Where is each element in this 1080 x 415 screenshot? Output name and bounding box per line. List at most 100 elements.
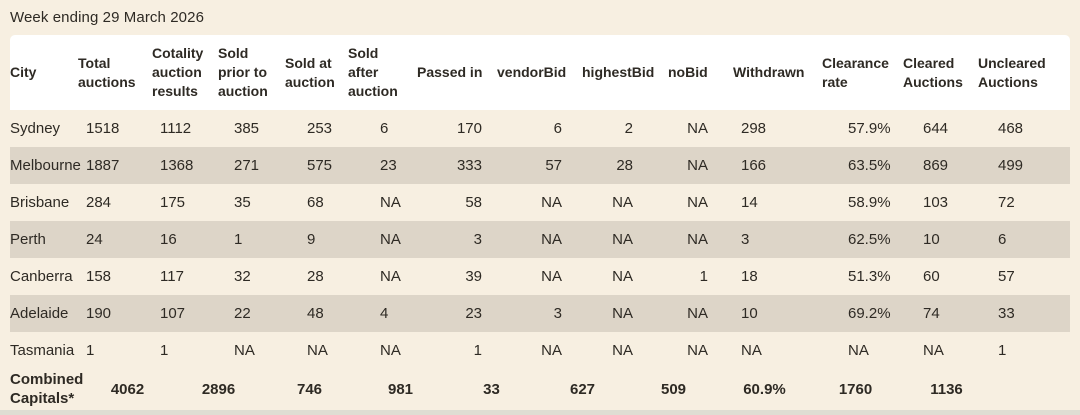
cell-uncleared-auctions: 33 xyxy=(998,305,1015,322)
cell-cotality-auction-results: 1368 xyxy=(160,157,194,174)
cell-cotality-auction-results: 117 xyxy=(160,268,184,285)
cell-withdrawn: 3 xyxy=(741,231,750,248)
cell-uncleared-auctions: 499 xyxy=(998,157,1024,174)
cell-uncleared-auctions: 6 xyxy=(998,231,1007,248)
cell-sold-prior-to-auction: 32 xyxy=(234,268,251,285)
cell-sold-prior-to-auction: NA xyxy=(234,342,255,359)
cell-vendor-bid: NA xyxy=(541,342,562,359)
auction-results-table: City Total auctions Cotality auction res… xyxy=(10,35,1070,409)
cell-passed-in: 39 xyxy=(465,268,482,285)
cell-city: Canberra xyxy=(10,268,73,285)
cell-clearance-rate: 58.9% xyxy=(848,194,891,211)
cell-total-auctions: 1 xyxy=(86,342,95,359)
cell-highest-bid: 28 xyxy=(616,157,633,174)
cell-no-bid: NA xyxy=(687,305,708,322)
cell-sold-prior-to-auction: 271 xyxy=(234,157,260,174)
cell-city: Brisbane xyxy=(10,194,70,211)
summary-cleared-auctions: 1760 xyxy=(838,380,873,398)
cell-highest-bid: NA xyxy=(612,231,633,248)
cell-clearance-rate: 57.9% xyxy=(848,120,891,137)
cell-highest-bid: NA xyxy=(612,342,633,359)
bottom-divider xyxy=(0,410,1080,415)
summary-row-combined-capitals: Combined Capitals* 4062 2896 746 981 33 … xyxy=(10,369,1070,409)
cell-clearance-rate: 62.5% xyxy=(848,231,891,248)
cell-highest-bid: 2 xyxy=(624,120,633,137)
cell-total-auctions: 1887 xyxy=(86,157,120,174)
table-row-brisbane: Brisbane 284 175 35 68 NA 58 NA NA NA 14 58.9% 103 72 xyxy=(10,184,1070,221)
cell-passed-in: 3 xyxy=(473,231,482,248)
cell-passed-in: 1 xyxy=(473,342,482,359)
cell-clearance-rate: 51.3% xyxy=(848,268,891,285)
cell-sold-prior-to-auction: 385 xyxy=(234,120,260,137)
cell-total-auctions: 190 xyxy=(86,305,112,322)
column-header-vendor-bid: vendorBid xyxy=(497,64,567,80)
column-header-sold-at-auction: Sold at auction xyxy=(285,54,335,90)
cell-passed-in: 333 xyxy=(456,157,482,174)
cell-cleared-auctions: 644 xyxy=(923,120,949,137)
cell-withdrawn: 298 xyxy=(741,120,767,137)
cell-city: Sydney xyxy=(10,120,61,137)
column-header-total-auctions: Total auctions xyxy=(78,54,136,90)
cell-withdrawn: NA xyxy=(741,342,762,359)
cell-total-auctions: 158 xyxy=(86,268,112,285)
cell-clearance-rate: 63.5% xyxy=(848,157,891,174)
cell-cotality-auction-results: 107 xyxy=(160,305,186,322)
cell-cotality-auction-results: 1 xyxy=(160,342,169,359)
cell-sold-after-auction: 4 xyxy=(380,305,389,322)
table-row-adelaide: Adelaide 190 107 22 48 4 23 3 NA NA 10 69.2% 74 33 xyxy=(10,295,1070,332)
cell-city: Adelaide xyxy=(10,305,69,322)
cell-cleared-auctions: 869 xyxy=(923,157,949,174)
cell-cotality-auction-results: 16 xyxy=(160,231,177,248)
cell-sold-at-auction: NA xyxy=(307,342,328,359)
cell-sold-at-auction: 575 xyxy=(307,157,333,174)
column-header-passed-in: Passed in xyxy=(417,64,483,80)
page-title: Week ending 29 March 2026 xyxy=(10,9,205,26)
cell-cotality-auction-results: 1112 xyxy=(160,120,192,137)
cell-city: Perth xyxy=(10,231,46,248)
cell-highest-bid: NA xyxy=(612,194,633,211)
cell-total-auctions: 284 xyxy=(86,194,112,211)
cell-vendor-bid: NA xyxy=(541,194,562,211)
cell-total-auctions: 1518 xyxy=(86,120,120,137)
summary-sold-after-auction: 33 xyxy=(483,380,500,398)
cell-cleared-auctions: 10 xyxy=(923,231,940,248)
summary-passed-in: 627 xyxy=(569,380,596,398)
cell-vendor-bid: NA xyxy=(541,268,562,285)
table-row-perth: Perth 24 16 1 9 NA 3 NA NA NA 3 62.5% 10 6 xyxy=(10,221,1070,258)
cell-no-bid: NA xyxy=(687,231,708,248)
cell-withdrawn: 10 xyxy=(741,305,758,322)
cell-cleared-auctions: NA xyxy=(923,342,944,359)
cell-cleared-auctions: 74 xyxy=(923,305,940,322)
column-header-clearance-rate: Clearance rate xyxy=(822,54,889,90)
cell-no-bid: NA xyxy=(687,120,708,137)
cell-sold-prior-to-auction: 35 xyxy=(234,194,251,211)
table-row-sydney: Sydney 1518 1112 385 253 6 170 6 2 NA 298 57.9% 644 4… xyxy=(10,110,1070,147)
column-header-sold-after-auction: Sold after auction xyxy=(348,45,398,99)
cell-sold-after-auction: 23 xyxy=(380,157,397,174)
cell-passed-in: 170 xyxy=(456,120,482,137)
cell-cleared-auctions: 103 xyxy=(923,194,949,211)
summary-clearance-rate: 60.9% xyxy=(743,380,786,398)
column-header-withdrawn: Withdrawn xyxy=(733,64,805,80)
cell-clearance-rate: NA xyxy=(848,342,869,359)
cell-sold-after-auction: NA xyxy=(380,231,401,248)
cell-sold-at-auction: 48 xyxy=(307,305,324,322)
cell-sold-at-auction: 68 xyxy=(307,194,324,211)
cell-sold-after-auction: NA xyxy=(380,268,401,285)
cell-total-auctions: 24 xyxy=(86,231,103,248)
cell-city: Melbourne xyxy=(10,157,81,174)
cell-sold-at-auction: 253 xyxy=(307,120,333,137)
cell-sold-at-auction: 9 xyxy=(307,231,316,248)
cell-passed-in: 58 xyxy=(465,194,482,211)
summary-uncleared-auctions: 1136 xyxy=(930,380,963,398)
cell-highest-bid: NA xyxy=(612,268,633,285)
cell-no-bid: NA xyxy=(687,157,708,174)
cell-no-bid: NA xyxy=(687,194,708,211)
column-header-sold-prior-to-auction: Sold prior to auction xyxy=(218,45,268,99)
cell-no-bid: 1 xyxy=(699,268,708,285)
summary-cotality-auction-results: 2896 xyxy=(201,380,236,398)
cell-withdrawn: 18 xyxy=(741,268,758,285)
cell-vendor-bid: 6 xyxy=(553,120,562,137)
column-header-cotality-auction-results: Cotality auction results xyxy=(152,45,204,99)
cell-sold-after-auction: 6 xyxy=(380,120,389,137)
